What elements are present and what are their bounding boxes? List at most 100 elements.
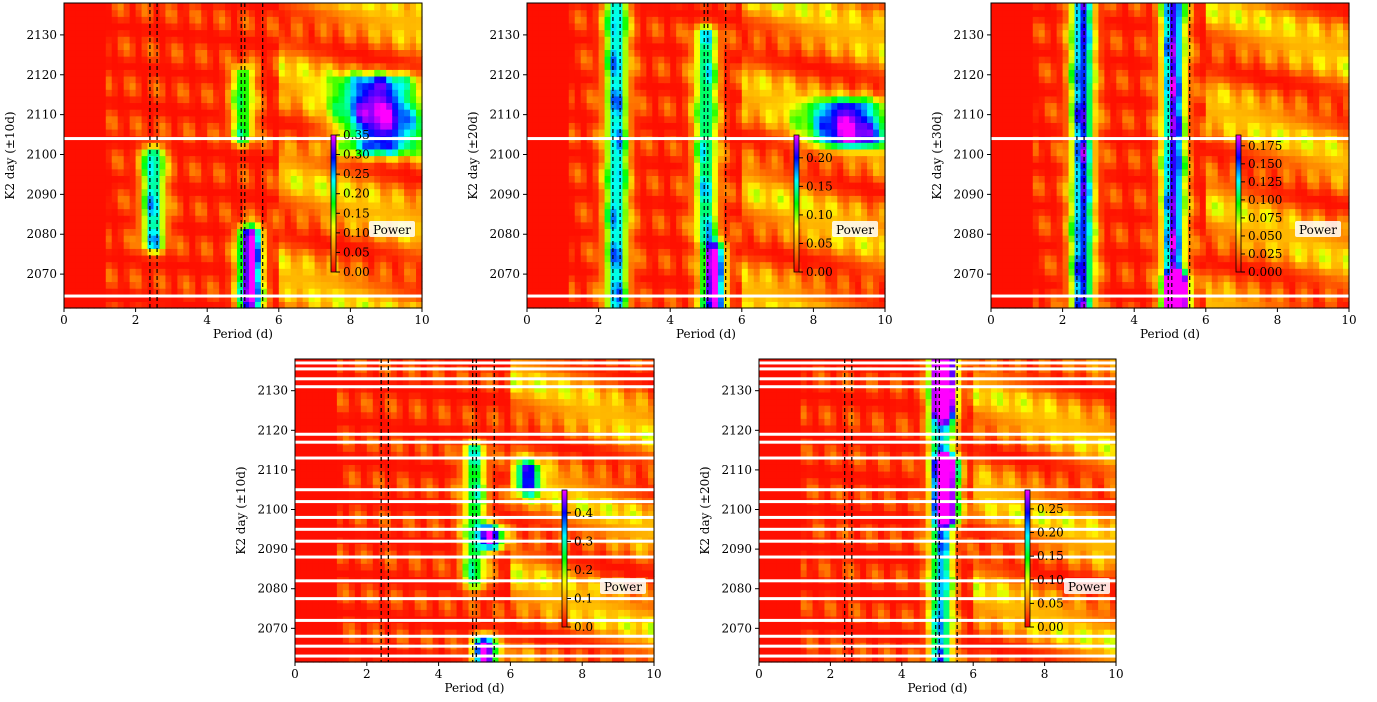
x-axis-label: Period (d): [908, 681, 968, 695]
x-tick-label: 10: [1341, 313, 1356, 327]
y-tick-label: 2120: [953, 68, 984, 82]
colorbar-tick-label: 0.000: [1248, 265, 1282, 279]
colorbar-tick-label: 0.10: [1037, 573, 1064, 587]
x-tick-label: 2: [1059, 313, 1067, 327]
y-tick-label: 2120: [26, 68, 57, 82]
colorbar-gradient: [1235, 134, 1242, 273]
data-gap-line: [759, 527, 1116, 531]
data-gap-line: [527, 294, 885, 298]
data-gap-line: [759, 597, 1116, 601]
y-axis-label: K2 day (±30d): [930, 111, 944, 199]
data-gap-line: [295, 618, 654, 622]
data-gap-line: [759, 440, 1116, 444]
data-gap-line: [759, 654, 1116, 658]
colorbar-tick-label: 0.175: [1248, 139, 1282, 153]
heatmap-cells: [527, 3, 886, 309]
heatmap-panel-5: 0 2 4 6 8 10 Period (d) 2070 2080 2090 2100 2110 212…: [698, 358, 1124, 695]
y-tick-label: 2130: [257, 384, 288, 398]
colorbar-tick-label: 0.25: [1037, 502, 1064, 516]
heatmap-cells: [64, 3, 423, 309]
heatmap-panel-1: 0 2 4 6 8 10 Period (d) 2070 2080 2090 2100 2110 212…: [3, 2, 430, 341]
x-tick-label: 4: [666, 313, 674, 327]
axes-frame: [294, 358, 655, 663]
colorbar-tick-label: 0.15: [806, 179, 833, 193]
data-gap-line: [295, 579, 654, 583]
colorbar-tick-label: 0.00: [806, 265, 833, 279]
data-gap-line: [295, 488, 654, 492]
y-tick-label: 2100: [257, 503, 288, 517]
data-gap-line: [759, 555, 1116, 559]
colorbar: 0.00 0.05 0.10 0.15 0.20 0.25 0.30 0.35 Power: [330, 128, 415, 279]
y-axis-label: K2 day (±10d): [3, 111, 17, 199]
data-gap-line: [64, 137, 422, 141]
colorbar-label: Power: [373, 223, 411, 237]
data-gap-line: [759, 500, 1116, 504]
colorbar-tick-label: 0.00: [1037, 620, 1064, 634]
colorbar-tick-label: 0.00: [343, 265, 370, 279]
y-tick-label: 2090: [257, 542, 288, 556]
y-tick-label: 2080: [26, 227, 57, 241]
data-gap-line: [295, 385, 654, 389]
colorbar: 0.0 0.1 0.2 0.3 0.4 Power: [561, 489, 646, 634]
y-tick-label: 2090: [26, 187, 57, 201]
y-tick-label: 2080: [953, 227, 984, 241]
data-gap-line: [295, 539, 654, 543]
x-tick-label: 0: [523, 313, 531, 327]
data-gap-line: [295, 527, 654, 531]
x-tick-label: 6: [969, 667, 977, 681]
heatmap-cells: [991, 3, 1350, 309]
colorbar-tick-label: 0.025: [1248, 247, 1282, 261]
colorbar-label: Power: [1299, 223, 1337, 237]
y-tick-label: 2130: [489, 28, 520, 42]
data-gap-line: [759, 432, 1116, 436]
y-tick-label: 2090: [953, 187, 984, 201]
heatmap-panel-4: 0 2 4 6 8 10 Period (d) 2070 2080 2090 2100 2110 212…: [234, 358, 662, 695]
colorbar-gradient: [330, 134, 337, 273]
data-gap-line: [759, 579, 1116, 583]
colorbar-tick-label: 0.15: [343, 206, 370, 220]
colorbar-tick-label: 0.10: [806, 208, 833, 222]
data-gap-line: [759, 367, 1116, 371]
data-gap-line: [295, 432, 654, 436]
x-axis-label: Period (d): [445, 681, 505, 695]
data-gap-line: [759, 634, 1116, 638]
colorbar-label-box: [1064, 578, 1110, 594]
x-tick-label: 4: [1130, 313, 1138, 327]
data-gap-line: [295, 634, 654, 638]
y-tick-label: 2120: [257, 423, 288, 437]
x-tick-label: 10: [646, 667, 661, 681]
y-axis-label: K2 day (±20d): [466, 111, 480, 199]
colorbar-label-box: [1295, 221, 1341, 237]
colorbar-label-box: [369, 221, 415, 237]
colorbar-tick-label: 0.125: [1248, 175, 1282, 189]
colorbar-tick-label: 0.25: [343, 167, 370, 181]
y-tick-label: 2080: [257, 582, 288, 596]
data-gap-line: [527, 137, 885, 141]
x-tick-label: 10: [414, 313, 429, 327]
y-tick-label: 2070: [257, 621, 288, 635]
colorbar-tick-label: 0.30: [343, 148, 370, 162]
x-tick-label: 6: [738, 313, 746, 327]
colorbar-tick-label: 0.1: [574, 591, 593, 605]
colorbar-tick-label: 0.20: [1037, 526, 1064, 540]
y-tick-label: 2080: [489, 227, 520, 241]
x-tick-label: 8: [1041, 667, 1049, 681]
x-tick-label: 2: [132, 313, 140, 327]
data-gap-line: [759, 539, 1116, 543]
y-tick-label: 2070: [721, 621, 752, 635]
data-gap-line: [64, 294, 422, 298]
x-tick-label: 4: [203, 313, 211, 327]
y-tick-label: 2110: [26, 108, 57, 122]
data-gap-line: [991, 137, 1349, 141]
x-tick-label: 10: [877, 313, 892, 327]
heatmap-panel-3: 0 2 4 6 8 10 Period (d) 2070 2080 2090 2100 2110 212…: [930, 2, 1357, 341]
colorbar-tick-label: 0.35: [343, 128, 370, 142]
x-tick-label: 8: [347, 313, 355, 327]
data-gap-line: [759, 488, 1116, 492]
colorbar-tick-label: 0.05: [806, 236, 833, 250]
x-tick-label: 0: [60, 313, 68, 327]
heatmap-cells: [295, 359, 655, 663]
data-gap-line: [295, 367, 654, 371]
x-tick-label: 4: [435, 667, 443, 681]
